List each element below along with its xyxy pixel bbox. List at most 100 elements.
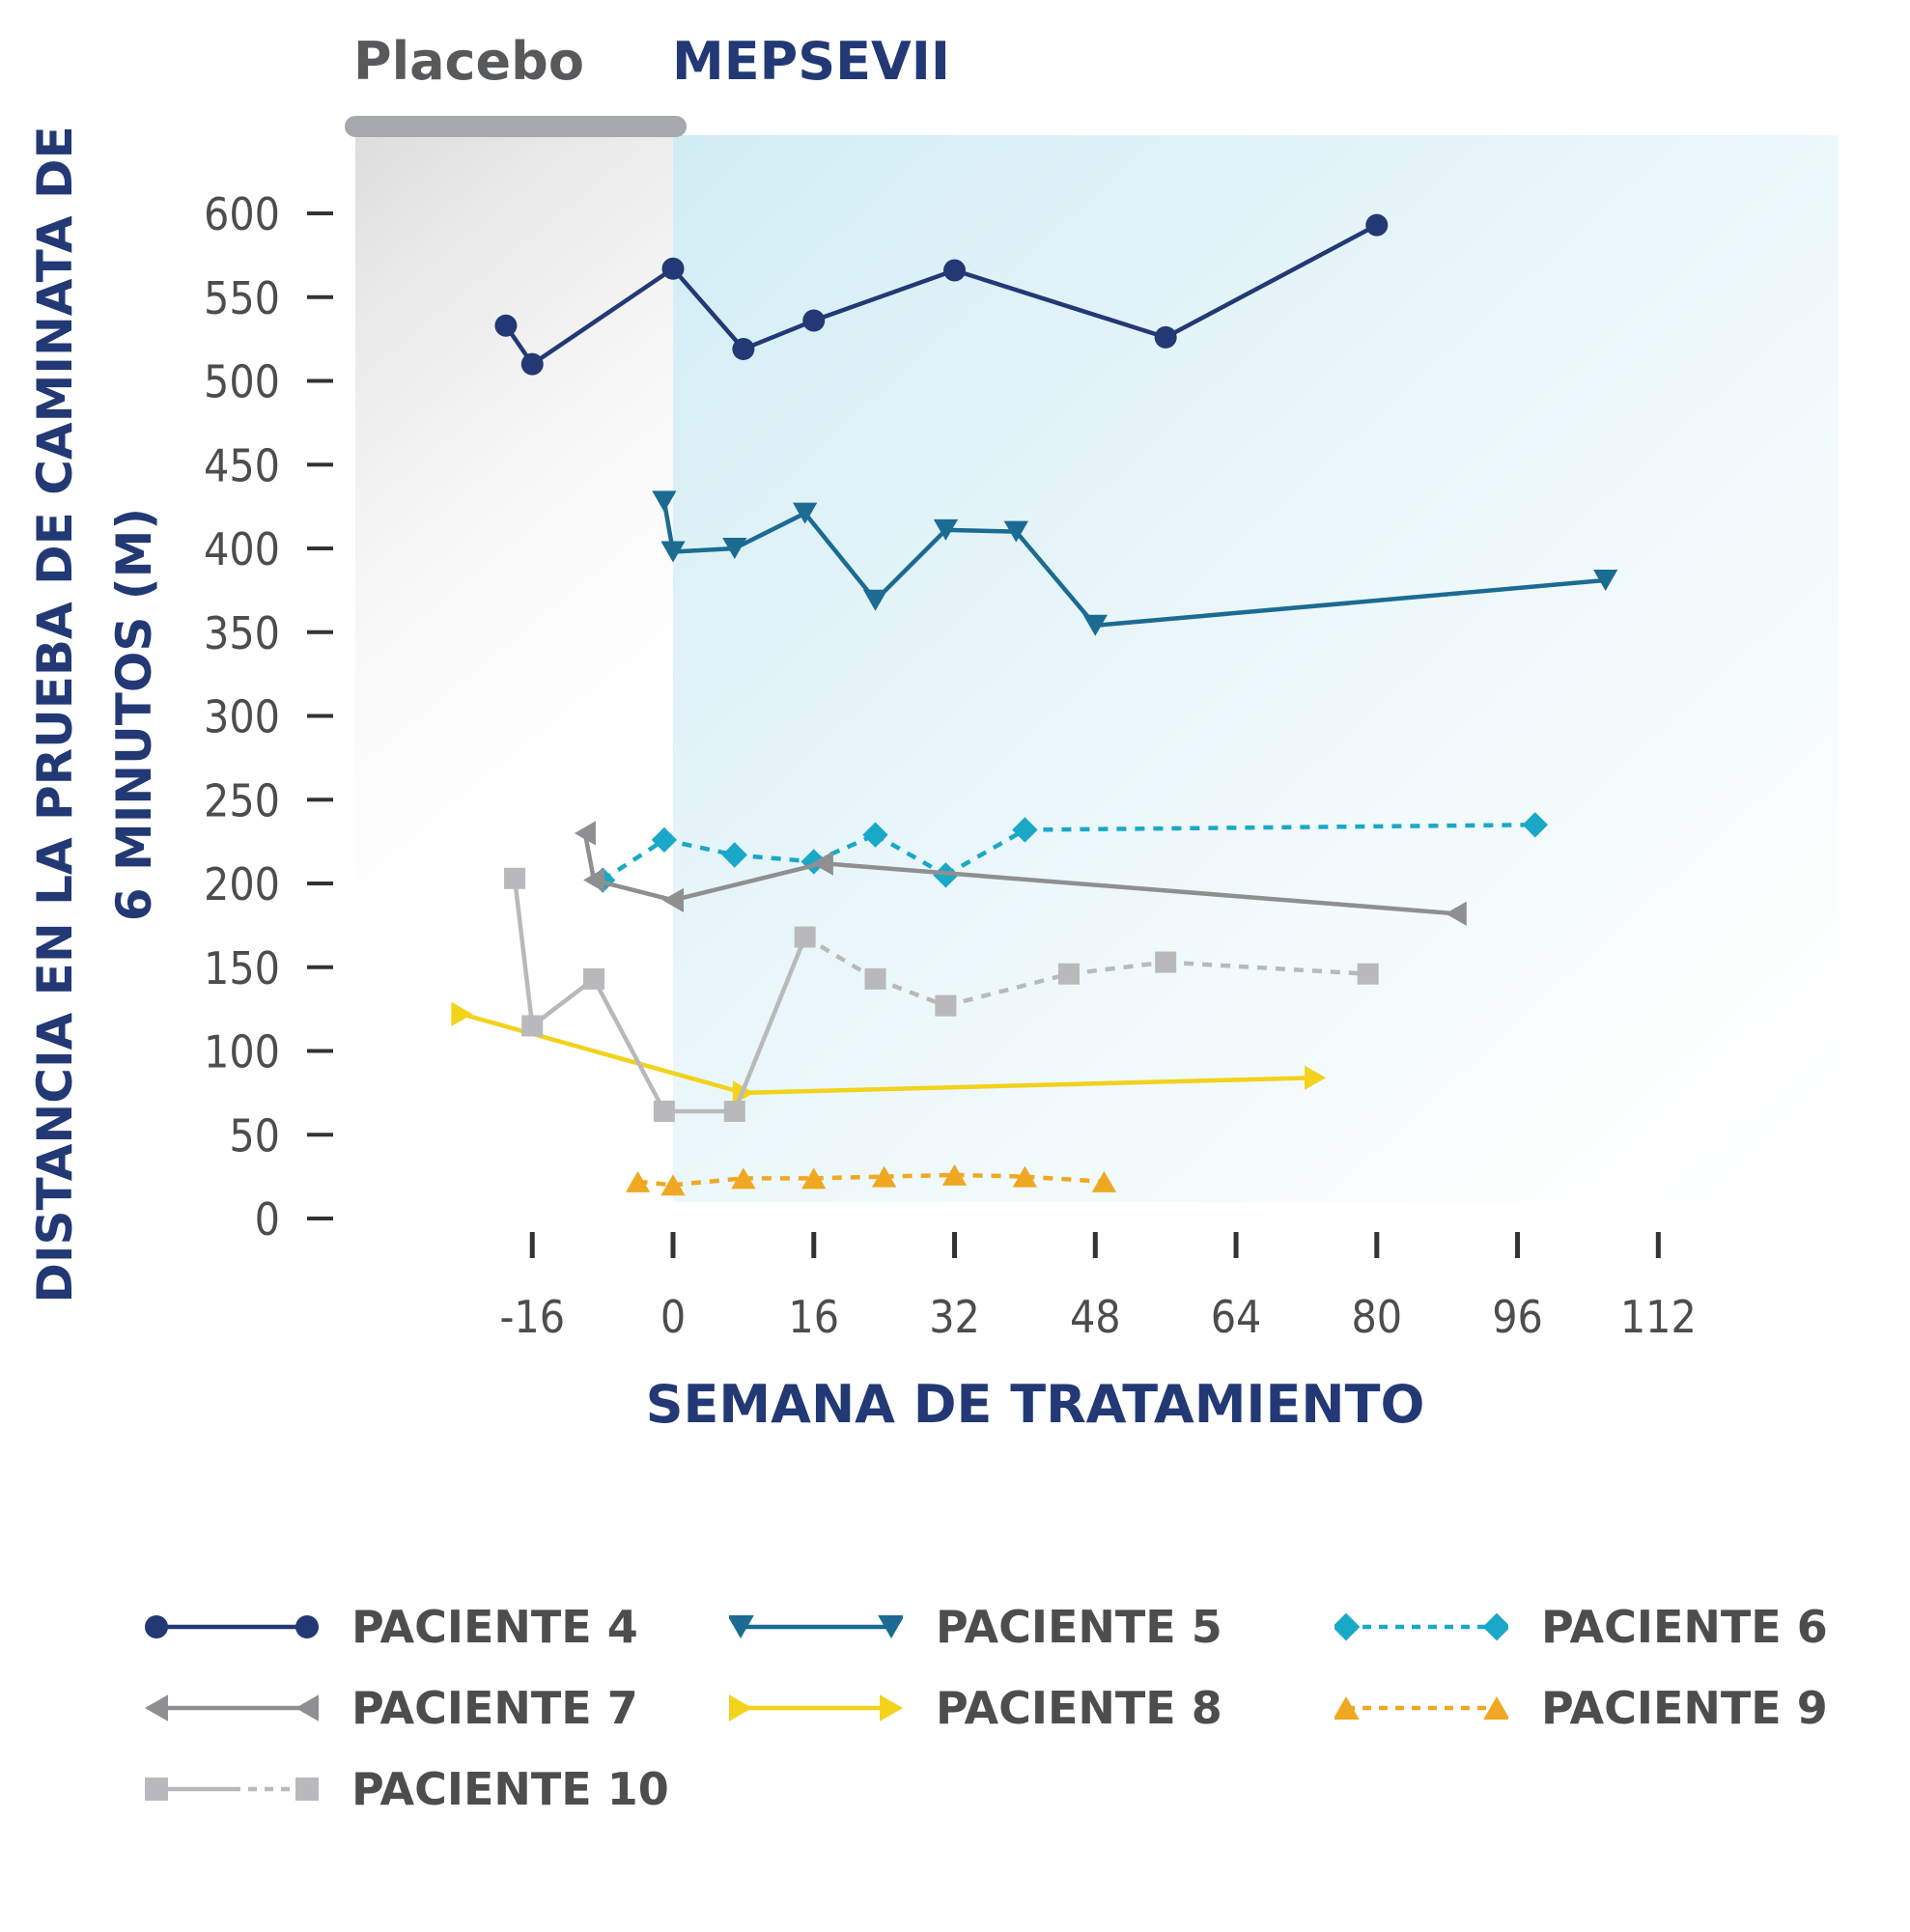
series-paciente-10-point [794,926,816,948]
x-tick-label: 96 [1492,1291,1543,1343]
series-paciente-8-point [451,1001,473,1026]
series-paciente-10-segment [1166,960,1368,976]
series-paciente-10-point [1155,951,1177,973]
y-tick-label: 200 [204,858,280,910]
legend-paciente-6: PACIENTE 6 [1334,1598,1828,1656]
y-axis: 0 50 100 150 200 250 300 350 400 450 500 550 600 [204,188,333,1246]
series-paciente-4-point [943,259,967,282]
series-paciente-4-segment [1165,223,1378,340]
legend-paciente-9: PACIENTE 9 [1334,1679,1828,1737]
series-paciente-10-segment [592,977,666,1113]
x-tick-label: 48 [1070,1291,1121,1343]
legend-paciente-5: PACIENTE 5 [729,1598,1222,1656]
y-tick-label: 0 [255,1193,280,1246]
series-paciente-5-segment [1095,577,1606,629]
x-tick-label: 32 [929,1291,980,1343]
x-tick-label: 16 [788,1291,839,1343]
series-paciente-5-segment [672,546,735,554]
legend-paciente-10-swatch [145,1778,319,1801]
series-paciente-5-point [652,490,677,513]
legend-paciente-9-swatch [1334,1696,1508,1720]
series-paciente-9-segment [813,1174,885,1181]
x-tick-label: 0 [660,1291,686,1343]
series-paciente-4-point [802,309,826,332]
series-paciente-5-point [1593,569,1618,591]
legend-paciente-10: PACIENTE 10 [145,1760,669,1818]
treatment-label: MEPSEVII [672,31,950,92]
legend-paciente-7-label: PACIENTE 7 [351,1682,638,1734]
legend-paciente-5-swatch [729,1615,903,1638]
series-paciente-5-segment [802,512,878,602]
series-paciente-9-point [871,1165,897,1188]
placebo-label: Placebo [353,31,584,92]
series-paciente-10-point [723,1100,745,1122]
placebo-region [355,135,673,1004]
legend-paciente-4-label: PACIENTE 4 [351,1601,638,1653]
series-paciente-6-segment [601,838,666,882]
series-paciente-4-point [732,338,755,361]
series-paciente-10-point [653,1100,675,1122]
y-tick-label: 600 [204,188,280,240]
legend-paciente-10-marker [295,1778,319,1801]
series-paciente-7-point [583,867,605,893]
treatment-region [673,135,1839,1202]
series-paciente-9-segment [954,1172,1025,1179]
y-axis-label-line-2: 6 MINUTOS (M) [106,508,162,922]
legend-paciente-8-swatch [729,1694,903,1722]
series-group [451,213,1618,1196]
series-paciente-6-point [1012,817,1038,843]
series-paciente-5-point [1003,520,1028,543]
series-paciente-10-segment [732,936,807,1112]
series-paciente-9-point [941,1163,968,1186]
series-paciente-8-segment [461,1012,744,1096]
series-paciente-5-segment [1014,530,1097,628]
legend-paciente-9-label: PACIENTE 9 [1541,1682,1828,1734]
legend-paciente-8-marker [729,1694,752,1722]
y-tick-label: 150 [204,942,280,994]
series-paciente-8-segment [743,1076,1316,1096]
series-paciente-7-segment [582,832,597,881]
legend-paciente-10-label: PACIENTE 10 [351,1763,669,1815]
series-paciente-10-segment [512,878,535,1026]
series-paciente-9 [625,1163,1117,1196]
series-paciente-10-segment [944,971,1070,1008]
series-paciente-10-point [935,994,957,1017]
series-paciente-9-point [1012,1165,1038,1188]
series-paciente-4 [494,213,1389,376]
series-paciente-9-segment [1025,1174,1105,1185]
legend-paciente-6-marker [1482,1612,1508,1641]
y-tick-label: 500 [204,356,280,408]
legend-paciente-6-marker [1334,1612,1361,1641]
series-paciente-5-point [660,541,686,563]
x-tick-label: 112 [1620,1291,1697,1343]
line-chart: Placebo MEPSEVII 0 50 100 150 200 250 300 350 40… [27,31,1849,1435]
series-paciente-6-point [651,826,678,854]
y-tick-label: 100 [204,1026,280,1078]
series-paciente-5-point [793,502,818,524]
series-paciente-9-point [801,1167,827,1190]
series-paciente-10-point [1357,963,1379,985]
y-axis-label-line-1: DISTANCIA EN LA PRUEBA DE CAMINATA DE [27,126,83,1302]
legend-paciente-7-marker [295,1694,319,1722]
series-paciente-10-segment [803,935,877,981]
series-paciente-5-segment [733,511,806,551]
legend-paciente-4-marker [145,1615,168,1638]
series-paciente-10 [504,867,1379,1122]
series-paciente-7-segment [593,878,674,903]
y-tick-label: 300 [204,691,280,743]
legend-paciente-4-swatch [145,1615,319,1638]
series-paciente-6-point [862,822,888,848]
legend-paciente-9-marker [1334,1696,1360,1720]
legend-paciente-8-marker [880,1694,903,1722]
x-tick-label: -16 [499,1291,565,1343]
series-paciente-6-segment [874,832,947,878]
y-tick-label: 50 [229,1109,280,1162]
series-paciente-9-point [660,1174,686,1196]
series-paciente-10-point [583,967,605,990]
series-paciente-7-segment [672,860,824,903]
legend-paciente-5-label: PACIENTE 5 [936,1601,1222,1653]
series-paciente-4-point [1365,213,1389,237]
series-paciente-6-point [721,842,747,868]
series-paciente-5-segment [873,528,948,602]
y-tick-label: 400 [204,523,280,575]
